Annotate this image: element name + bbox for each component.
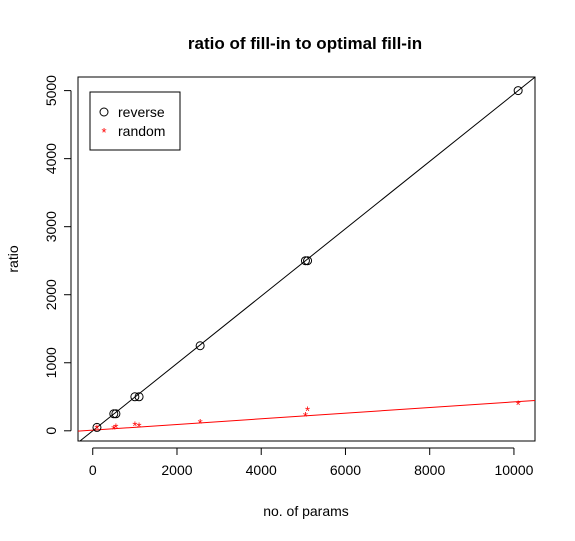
- y-axis-label: ratio: [5, 245, 21, 272]
- reverse-point: [300, 256, 310, 266]
- x-tick-label: 0: [89, 462, 97, 478]
- legend-random-label: random: [118, 123, 165, 139]
- plot-area: * ** * * * ** *: [77, 76, 536, 442]
- reverse-point: [109, 409, 119, 419]
- reverse-point: [111, 409, 121, 419]
- legend-reverse-label: reverse: [118, 104, 165, 120]
- reverse-point: [134, 392, 144, 402]
- reverse-point: [513, 86, 523, 96]
- reverse-point: [130, 392, 140, 402]
- plot-frame: [77, 76, 536, 442]
- random-point: *: [94, 421, 99, 436]
- random-point: *: [111, 422, 116, 437]
- y-tick-label: 2000: [43, 279, 59, 310]
- x-axis: 0 2000 4000 6000 8000 10000: [89, 447, 534, 478]
- y-tick-label: 5000: [43, 75, 59, 106]
- reverse-point: [195, 341, 205, 351]
- random-point: *: [305, 403, 310, 418]
- fit-lines: [77, 76, 536, 442]
- reverse-point: [303, 256, 313, 266]
- legend-random-marker: *: [101, 125, 106, 140]
- fit-line-reverse: [79, 76, 536, 442]
- x-axis-label: no. of params: [263, 503, 349, 519]
- fit-line-random: [77, 399, 536, 432]
- random-point: *: [198, 416, 203, 431]
- y-axis: 0 1000 2000 3000 4000 5000: [43, 75, 72, 435]
- random-point: *: [303, 409, 308, 424]
- reverse-point: [92, 422, 102, 432]
- x-tick-label: 8000: [414, 462, 445, 478]
- data-points: * ** * * * ** *: [92, 86, 523, 437]
- legend: reverse * random: [89, 91, 181, 151]
- x-tick-label: 10000: [494, 462, 533, 478]
- y-tick-label: 0: [43, 427, 59, 435]
- x-tick-label: 4000: [246, 462, 277, 478]
- legend-reverse-marker: [99, 107, 109, 117]
- y-tick-label: 3000: [43, 211, 59, 242]
- random-point: *: [516, 397, 521, 412]
- random-point: *: [113, 421, 118, 436]
- y-tick-label: 1000: [43, 347, 59, 378]
- random-point: *: [132, 419, 137, 434]
- x-tick-label: 2000: [161, 462, 192, 478]
- legend-box: [89, 91, 181, 151]
- chart-title: ratio of fill-in to optimal fill-in: [188, 34, 422, 53]
- random-point: *: [137, 419, 142, 434]
- y-tick-label: 4000: [43, 143, 59, 174]
- x-tick-label: 6000: [330, 462, 361, 478]
